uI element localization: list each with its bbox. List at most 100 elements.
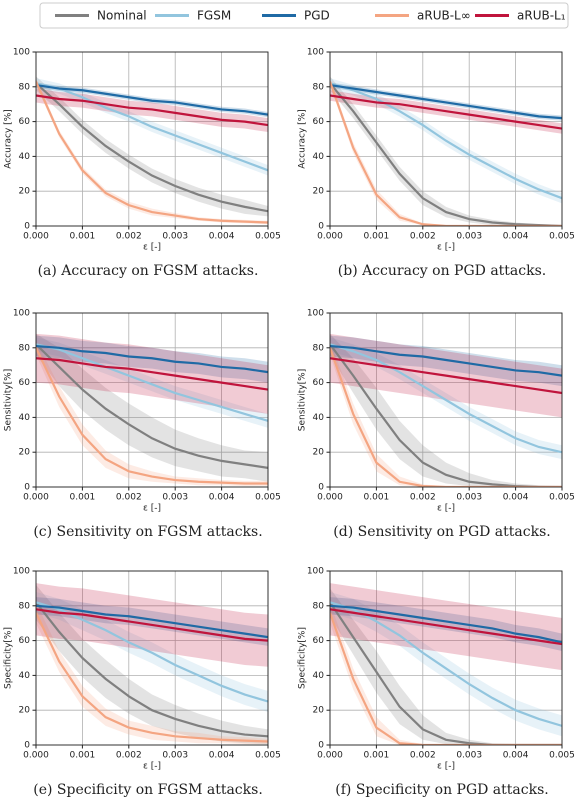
- x-tick-label: 0.000: [317, 493, 343, 503]
- x-tick-label: 0.001: [70, 493, 96, 503]
- x-tick-label: 0.000: [317, 232, 343, 242]
- confidence-band: [36, 333, 268, 482]
- y-tick-label: 100: [307, 309, 324, 319]
- caption: (c) Sensitivity on FGSM attacks.: [33, 524, 262, 540]
- x-tick-label: 0.002: [116, 751, 142, 761]
- axes-frame: [329, 570, 563, 746]
- series-line: [36, 347, 268, 485]
- confidence-band: [36, 337, 268, 428]
- confidence-band: [330, 597, 562, 652]
- series-line: [330, 343, 562, 454]
- x-tick-label: 0.004: [209, 493, 235, 503]
- confidence-band: [36, 333, 268, 414]
- series-line: [330, 83, 562, 120]
- x-tick-label: 0.001: [70, 751, 96, 761]
- x-tick-label: 0.004: [503, 493, 529, 503]
- x-tick-label: 0.001: [364, 232, 390, 242]
- series-line: [36, 82, 268, 213]
- y-tick-label: 20: [313, 448, 325, 458]
- x-tick-label: 0.003: [456, 232, 482, 242]
- y-tick-label: 0: [24, 741, 30, 751]
- x-tick-label: 0.003: [162, 751, 188, 761]
- plot-area: [36, 333, 268, 487]
- y-tick-label: 40: [19, 152, 31, 162]
- y-axis-label: Specificity[%]: [298, 627, 308, 689]
- x-tick-label: 0.005: [549, 232, 575, 242]
- x-tick-label: 0.000: [23, 493, 49, 503]
- x-tick-label: 0.005: [549, 751, 575, 761]
- x-axis-label: ε [-]: [143, 762, 161, 772]
- confidence-band: [36, 340, 268, 487]
- series-line: [330, 82, 562, 226]
- y-tick-label: 100: [13, 48, 30, 58]
- x-axis-label: ε [-]: [437, 762, 455, 772]
- y-tick-label: 60: [19, 636, 31, 646]
- x-tick-label: 0.002: [410, 493, 436, 503]
- y-tick-label: 80: [19, 82, 31, 92]
- chart: 0 20 40 60 80 100 0.000 0.001 0.002 0.003 0.004 0.0…: [298, 567, 575, 799]
- chart: 0 20 40 60 80 100 0.000 0.001 0.002 0.003 0.004 0.0…: [4, 309, 281, 541]
- series-line: [36, 601, 268, 738]
- y-tick-label: 100: [307, 567, 324, 577]
- y-tick-label: 20: [19, 187, 31, 197]
- x-tick-label: 0.002: [116, 232, 142, 242]
- series-line: [36, 601, 268, 703]
- x-axis-label: ε [-]: [143, 243, 161, 253]
- axes-frame: [35, 570, 269, 746]
- x-tick-label: 0.005: [549, 493, 575, 503]
- y-tick-label: 20: [313, 187, 325, 197]
- legend-label: FGSM: [197, 9, 231, 23]
- series-line: [36, 343, 268, 469]
- y-axis-label: Accuracy [%]: [298, 109, 308, 169]
- y-tick-label: 60: [19, 378, 31, 388]
- caption: (d) Sensitivity on PGD attacks.: [333, 524, 550, 540]
- y-axis-label: Sensitivity[%]: [298, 369, 308, 431]
- x-tick-label: 0.003: [456, 751, 482, 761]
- axes-frame: [35, 51, 269, 227]
- series-line: [330, 94, 562, 130]
- x-axis-label: ε [-]: [143, 504, 161, 514]
- y-tick-label: 0: [24, 483, 30, 493]
- x-tick-label: 0.002: [116, 493, 142, 503]
- series-line: [36, 343, 268, 422]
- y-tick-label: 100: [13, 309, 30, 319]
- x-tick-label: 0.000: [317, 751, 343, 761]
- x-tick-label: 0.004: [503, 751, 529, 761]
- y-axis-label: Specificity[%]: [4, 627, 14, 689]
- y-tick-label: 60: [19, 117, 31, 127]
- y-tick-label: 80: [313, 601, 325, 611]
- legend-box: [39, 2, 569, 29]
- y-tick-label: 40: [19, 671, 31, 681]
- chart: 0 20 40 60 80 100 0.000 0.001 0.002 0.003 0.004 0.0…: [4, 48, 281, 280]
- y-tick-label: 80: [313, 82, 325, 92]
- x-tick-label: 0.002: [410, 751, 436, 761]
- series-line: [36, 357, 268, 391]
- x-tick-label: 0.003: [162, 232, 188, 242]
- y-tick-label: 40: [313, 671, 325, 681]
- plot-area: [36, 583, 268, 745]
- series-line: [36, 81, 268, 224]
- series-line: [330, 82, 562, 200]
- series-line: [36, 83, 268, 116]
- x-tick-label: 0.004: [209, 232, 235, 242]
- series-line: [330, 81, 562, 226]
- plot-area: [330, 76, 562, 226]
- y-tick-label: 0: [318, 483, 324, 493]
- x-tick-label: 0.005: [255, 232, 281, 242]
- series-line: [330, 604, 562, 644]
- caption: (a) Accuracy on FGSM attacks.: [38, 263, 259, 279]
- y-tick-label: 60: [313, 117, 325, 127]
- x-tick-label: 0.004: [503, 232, 529, 242]
- series-line: [36, 608, 268, 642]
- legend-label: aRUB-L∞: [417, 9, 471, 23]
- series-line: [36, 612, 268, 743]
- legend-label: aRUB-L₁: [517, 9, 566, 23]
- caption: (f) Specificity on PGD attacks.: [335, 782, 548, 798]
- series-line: [36, 344, 268, 374]
- x-tick-label: 0.005: [255, 493, 281, 503]
- y-tick-label: 40: [313, 413, 325, 423]
- legend-label: PGD: [304, 9, 330, 23]
- x-tick-label: 0.003: [456, 493, 482, 503]
- plot-area: [36, 76, 268, 225]
- caption: (e) Specificity on FGSM attacks.: [33, 782, 263, 798]
